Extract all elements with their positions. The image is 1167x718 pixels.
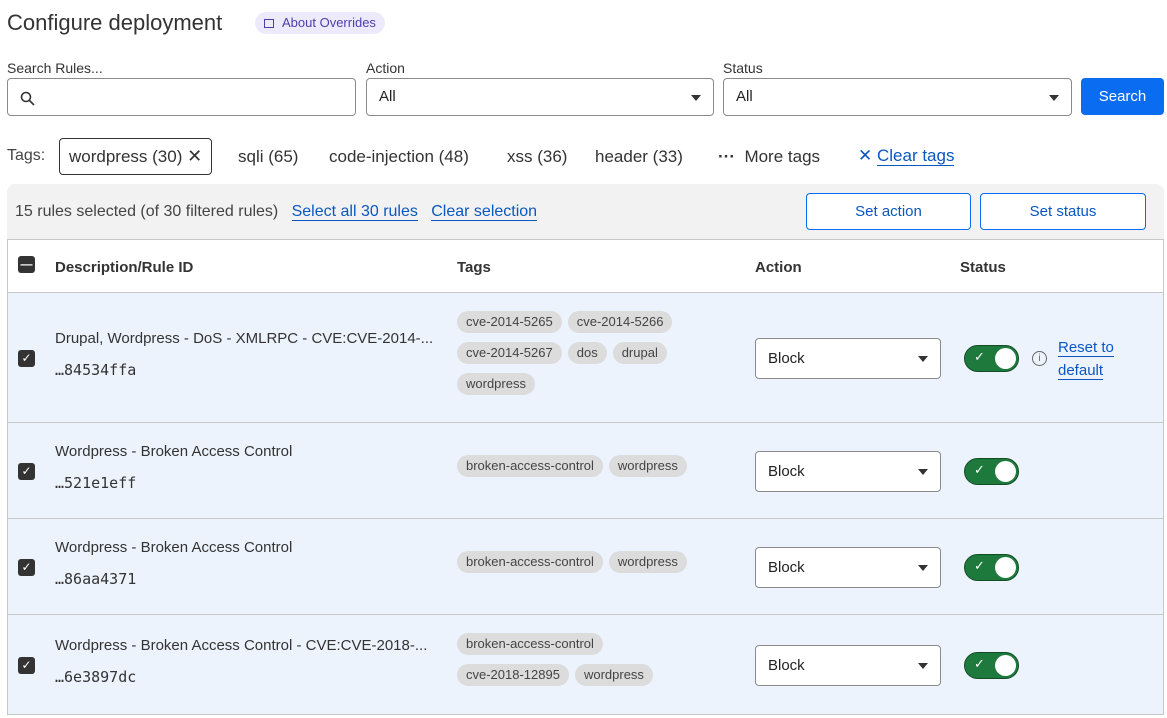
dropdown-arrow-icon <box>918 356 928 362</box>
rule-status-toggle[interactable]: ✓ <box>964 458 1019 485</box>
about-overrides-link[interactable]: About Overrides <box>255 12 385 34</box>
tag-header[interactable]: header (33) <box>595 147 683 166</box>
check-icon: ✓ <box>974 349 985 364</box>
action-select[interactable]: All <box>366 78 714 116</box>
tag-chip: wordpress <box>608 551 687 573</box>
status-select[interactable]: All <box>723 78 1072 116</box>
rule-description: Wordpress - Broken Access Control <box>55 443 293 460</box>
tag-chip: broken-access-control <box>457 455 603 477</box>
tag-label: wordpress (30) <box>69 147 183 166</box>
column-status: Status <box>960 259 1006 276</box>
action-value: Block <box>768 350 805 367</box>
ellipsis-icon: ··· <box>718 147 735 166</box>
rule-description: Wordpress - Broken Access Control <box>55 539 293 556</box>
column-action: Action <box>755 259 802 276</box>
dropdown-arrow-icon <box>918 663 928 669</box>
table-row: ✓ Wordpress - Broken Access Control …86a… <box>8 519 1163 615</box>
select-all-link[interactable]: Select all 30 rules <box>291 203 418 221</box>
check-icon: ✓ <box>974 558 985 573</box>
status-label: Status <box>723 60 763 76</box>
rule-id: …6e3897dc <box>55 668 137 686</box>
rule-description: Wordpress - Broken Access Control - CVE:… <box>55 637 428 654</box>
dropdown-arrow-icon <box>1049 95 1059 101</box>
rule-tags: broken-access-control wordpress <box>457 455 717 486</box>
rule-id: …86aa4371 <box>55 570 137 588</box>
rule-status-toggle[interactable]: ✓ <box>964 652 1019 679</box>
column-description: Description/Rule ID <box>55 259 194 276</box>
more-tags-label: More tags <box>744 147 821 166</box>
table-row: ✓ Drupal, Wordpress - DoS - XMLRPC - CVE… <box>8 293 1163 423</box>
tag-chip: wordpress <box>608 455 687 477</box>
search-input[interactable] <box>7 78 356 116</box>
tag-chip: wordpress <box>574 664 653 686</box>
clear-tags-button[interactable]: ✕ Clear tags <box>858 146 955 166</box>
table-row: ✓ Wordpress - Broken Access Control - CV… <box>8 615 1163 715</box>
tag-sqli[interactable]: sqli (65) <box>238 147 299 166</box>
selection-bar: 15 rules selected (of 30 filtered rules)… <box>7 184 1164 240</box>
row-checkbox[interactable]: ✓ <box>18 350 35 367</box>
rule-id: …521e1eff <box>55 474 137 492</box>
row-checkbox[interactable]: ✓ <box>18 463 35 480</box>
tag-chip: broken-access-control <box>457 633 603 655</box>
search-label: Search Rules... <box>7 60 103 76</box>
page-title: Configure deployment <box>7 10 223 35</box>
tag-chip: cve-2014-5267 <box>457 342 562 364</box>
selection-summary: 15 rules selected (of 30 filtered rules) <box>15 203 279 220</box>
set-action-button[interactable]: Set action <box>806 193 971 230</box>
column-tags: Tags <box>457 259 491 276</box>
tag-xss[interactable]: xss (36) <box>507 147 568 166</box>
tag-chip: wordpress <box>457 373 535 395</box>
status-value: All <box>736 88 753 105</box>
table-row: ✓ Wordpress - Broken Access Control …521… <box>8 423 1163 519</box>
clear-selection-link[interactable]: Clear selection <box>431 203 538 221</box>
rule-tags: broken-access-control wordpress <box>457 551 717 582</box>
clear-tags-label: Clear tags <box>876 146 955 166</box>
rule-tags: cve-2014-5265 cve-2014-5266 cve-2014-5267 d… <box>457 311 717 404</box>
rule-tags: broken-access-control cve-2018-12895 wordp… <box>457 633 717 695</box>
tag-chip: cve-2018-12895 <box>457 664 569 686</box>
rules-table: — Description/Rule ID Tags Action Status… <box>7 239 1164 715</box>
close-icon: ✕ <box>858 146 873 165</box>
tag-code-injection[interactable]: code-injection (48) <box>329 147 469 166</box>
table-header: — Description/Rule ID Tags Action Status <box>8 240 1163 293</box>
select-all-checkbox[interactable]: — <box>18 256 35 273</box>
rule-action-select[interactable]: Block <box>755 547 941 588</box>
rule-description: Drupal, Wordpress - DoS - XMLRPC - CVE:C… <box>55 330 434 347</box>
check-icon: ✓ <box>974 656 985 671</box>
rule-id: …84534ffa <box>55 361 137 379</box>
rule-action-select[interactable]: Block <box>755 451 941 492</box>
book-icon <box>264 19 274 28</box>
row-checkbox[interactable]: ✓ <box>18 657 35 674</box>
action-value: All <box>379 88 396 105</box>
reset-to-default-link[interactable]: Reset to default <box>1058 339 1114 380</box>
rule-action-select[interactable]: Block <box>755 645 941 686</box>
tag-chip: dos <box>567 342 607 364</box>
check-icon: ✓ <box>974 462 985 477</box>
close-icon[interactable]: ✕ <box>187 146 203 166</box>
action-value: Block <box>768 657 805 674</box>
tag-chip: broken-access-control <box>457 551 603 573</box>
row-checkbox[interactable]: ✓ <box>18 559 35 576</box>
rule-status-toggle[interactable]: ✓ <box>964 554 1019 581</box>
action-value: Block <box>768 463 805 480</box>
tag-chip: cve-2014-5265 <box>457 311 562 333</box>
more-tags-button[interactable]: ··· More tags <box>718 147 820 167</box>
rule-action-select[interactable]: Block <box>755 338 941 379</box>
set-status-button[interactable]: Set status <box>980 193 1146 230</box>
about-overrides-label: About Overrides <box>282 15 376 30</box>
action-label: Action <box>366 60 405 76</box>
dropdown-arrow-icon <box>691 95 701 101</box>
rule-status-toggle[interactable]: ✓ <box>964 345 1019 372</box>
tags-label: Tags: <box>7 147 46 164</box>
dropdown-arrow-icon <box>918 565 928 571</box>
search-icon <box>20 91 35 106</box>
info-icon[interactable]: i <box>1032 351 1047 366</box>
tag-chip: cve-2014-5266 <box>567 311 673 333</box>
tag-chip: drupal <box>612 342 667 364</box>
tag-wordpress-active[interactable]: wordpress (30) ✕ <box>59 138 213 175</box>
search-button[interactable]: Search <box>1081 78 1164 115</box>
dropdown-arrow-icon <box>918 469 928 475</box>
action-value: Block <box>768 559 805 576</box>
